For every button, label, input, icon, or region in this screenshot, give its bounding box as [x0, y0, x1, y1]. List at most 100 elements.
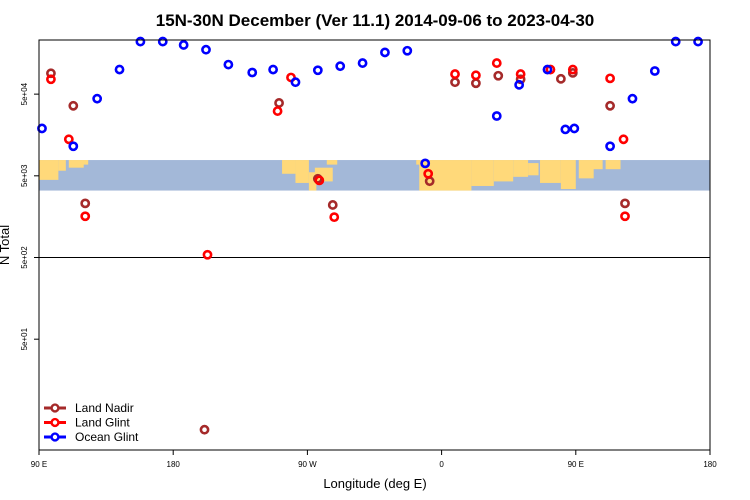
land-shape	[592, 160, 603, 170]
data-point	[357, 58, 368, 68]
data-point	[567, 64, 578, 75]
data-point	[380, 47, 390, 58]
data-point	[402, 45, 413, 56]
data-point	[157, 36, 168, 47]
data-point	[515, 69, 526, 79]
land-shape	[471, 160, 494, 186]
land-shape	[326, 160, 338, 165]
data-point	[618, 134, 629, 145]
legend-marker	[50, 403, 60, 413]
legend-item: Ocean Glint	[44, 430, 139, 444]
plot-frame	[38, 39, 711, 451]
land-shape	[308, 172, 317, 191]
plot-background	[39, 40, 710, 450]
x-axis: 90 E 180 90 W 0 90 E 180	[31, 450, 717, 469]
legend-item: Land Nadir	[44, 401, 134, 415]
plot-area	[37, 36, 711, 451]
y-axis-label: N Total	[0, 225, 12, 265]
x-tick-label: 90 W	[298, 460, 317, 469]
data-point	[514, 79, 525, 90]
data-point	[114, 64, 125, 75]
data-point	[555, 73, 566, 84]
land-shape	[419, 160, 472, 191]
data-point	[560, 124, 571, 135]
land-shape	[58, 160, 66, 171]
x-tick-label: 90 E	[31, 460, 47, 469]
data-point	[420, 158, 431, 169]
data-point	[627, 93, 638, 104]
data-point	[68, 100, 79, 111]
land-shape	[416, 160, 421, 165]
data-point	[327, 200, 338, 210]
data-point	[605, 100, 615, 111]
data-point	[68, 141, 79, 152]
series-land-nadir	[46, 67, 630, 435]
land-shape	[82, 160, 89, 165]
x-tick-label: 90 E	[568, 460, 584, 469]
land-shape	[578, 160, 594, 179]
data-point	[272, 106, 283, 116]
world-map-band	[39, 160, 710, 191]
data-point	[567, 67, 578, 78]
legend-label: Ocean Glint	[75, 430, 139, 444]
x-tick-label: 180	[703, 460, 717, 469]
data-point	[202, 249, 213, 260]
data-point	[649, 66, 660, 76]
data-point	[491, 58, 502, 68]
data-point	[223, 59, 234, 70]
legend-marker	[50, 417, 60, 428]
data-point	[491, 111, 502, 121]
data-point	[423, 168, 434, 179]
chart-title: 15N-30N December (Ver 11.1) 2014-09-06 t…	[156, 11, 595, 30]
land-shape	[493, 160, 514, 182]
land-shape	[295, 160, 309, 183]
data-point	[201, 44, 211, 55]
data-point	[80, 198, 91, 209]
legend-label: Land Nadir	[75, 401, 134, 415]
data-point	[335, 61, 346, 72]
land-shape	[528, 163, 539, 176]
data-point	[312, 65, 323, 76]
land-shape	[513, 160, 529, 177]
data-point	[670, 36, 681, 47]
data-point	[693, 36, 703, 47]
data-point	[569, 123, 580, 134]
data-point	[247, 67, 258, 78]
y-tick-label: 5e+02	[20, 246, 29, 269]
land-shape	[68, 160, 84, 168]
data-point	[178, 40, 189, 50]
y-tick-label: 5e+03	[20, 164, 29, 187]
y-tick-label: 5e+01	[20, 327, 29, 350]
land-shape	[560, 160, 576, 190]
data-point	[605, 73, 615, 84]
data-point	[63, 134, 74, 145]
data-point	[493, 70, 504, 81]
land-shape	[605, 160, 621, 170]
x-tick-label: 180	[167, 460, 181, 469]
data-point	[620, 198, 630, 209]
data-point	[268, 64, 279, 75]
x-tick-label: 0	[439, 460, 444, 469]
data-point	[542, 64, 553, 75]
land-shape	[282, 160, 296, 174]
x-axis-label: Longitude (deg E)	[323, 476, 426, 491]
data-point	[37, 123, 47, 134]
data-point	[46, 74, 56, 85]
data-point	[470, 70, 481, 81]
data-point	[329, 212, 340, 223]
legend-label: Land Glint	[75, 416, 130, 430]
land-shape	[540, 160, 561, 183]
y-axis: 5e+01 5e+02 5e+03 5e+04	[20, 82, 39, 350]
legend-item: Land Glint	[44, 416, 130, 430]
data-point	[80, 211, 91, 222]
legend-marker	[50, 432, 60, 442]
data-point	[199, 424, 210, 435]
data-point	[135, 36, 146, 47]
series-ocean-glint	[37, 36, 703, 169]
data-point	[290, 77, 301, 88]
data-point	[450, 69, 460, 79]
data-point	[605, 141, 615, 152]
land-shape	[39, 160, 59, 180]
